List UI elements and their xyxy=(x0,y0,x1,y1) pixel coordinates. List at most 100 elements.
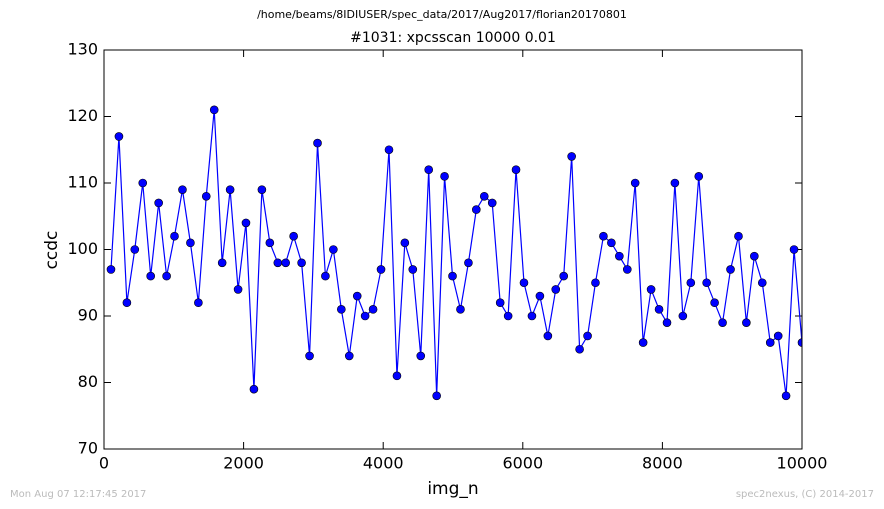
point xyxy=(217,258,227,268)
y-tick-label: 80 xyxy=(78,372,98,391)
point xyxy=(297,258,306,268)
point xyxy=(543,331,553,341)
y-tick-label: 90 xyxy=(78,306,98,325)
point xyxy=(289,231,298,241)
point xyxy=(487,198,497,208)
x-tick-label: 2000 xyxy=(223,454,264,473)
point xyxy=(615,251,624,261)
point xyxy=(106,265,116,274)
point xyxy=(750,251,759,261)
point xyxy=(686,278,696,288)
point xyxy=(789,245,799,254)
point xyxy=(654,305,664,314)
point xyxy=(678,311,688,321)
y-tick-label: 110 xyxy=(67,173,98,192)
point xyxy=(567,152,576,161)
x-axis-label: img_n xyxy=(427,479,478,499)
point xyxy=(368,305,378,314)
point xyxy=(408,265,418,274)
point xyxy=(472,205,481,214)
point xyxy=(511,165,521,174)
point xyxy=(718,318,727,327)
y-axis-label: ccdc xyxy=(42,231,62,270)
y-tick-label: 70 xyxy=(78,439,98,458)
point xyxy=(257,185,267,194)
point xyxy=(638,338,648,347)
point xyxy=(765,338,775,347)
point xyxy=(527,311,537,321)
point xyxy=(757,278,767,288)
point xyxy=(392,371,402,381)
point xyxy=(209,105,219,115)
point xyxy=(797,338,802,347)
point xyxy=(551,285,561,294)
point xyxy=(281,258,290,268)
point xyxy=(233,285,243,294)
point xyxy=(146,271,155,281)
point xyxy=(186,238,195,248)
footer-right: spec2nexus, (C) 2014-2017 xyxy=(736,489,874,500)
point xyxy=(448,271,457,281)
point xyxy=(337,305,346,314)
point xyxy=(321,271,330,281)
point xyxy=(630,178,640,188)
point xyxy=(424,165,434,174)
point xyxy=(138,178,148,188)
point xyxy=(495,298,505,308)
point xyxy=(225,185,235,194)
point xyxy=(591,278,600,288)
y-tick-label: 120 xyxy=(67,106,98,125)
point xyxy=(265,238,275,248)
point xyxy=(575,344,584,354)
point xyxy=(194,298,203,308)
point xyxy=(162,271,171,281)
point xyxy=(734,231,743,241)
point xyxy=(241,218,251,228)
point xyxy=(519,278,529,288)
point xyxy=(607,238,616,248)
point xyxy=(313,138,322,148)
point xyxy=(114,132,124,141)
point xyxy=(352,291,362,301)
point xyxy=(249,384,259,394)
point xyxy=(329,245,338,254)
point xyxy=(273,258,283,268)
point xyxy=(432,391,441,401)
x-tick-label: 0 xyxy=(99,454,109,473)
point xyxy=(670,178,680,188)
point xyxy=(694,172,704,181)
point xyxy=(599,231,608,241)
point xyxy=(154,198,163,208)
point xyxy=(201,192,211,201)
point xyxy=(773,331,783,341)
point xyxy=(726,265,735,274)
point xyxy=(344,351,354,361)
point xyxy=(622,265,632,274)
suptitle: /home/beams/8IDIUSER/spec_data/2017/Aug2… xyxy=(257,8,627,21)
series-line xyxy=(110,109,802,396)
point xyxy=(384,145,394,155)
point xyxy=(503,311,513,321)
point xyxy=(130,245,140,254)
point xyxy=(305,351,314,361)
plot-frame xyxy=(103,49,803,450)
y-tick-label: 130 xyxy=(67,40,98,59)
point xyxy=(583,331,592,341)
point xyxy=(535,291,545,301)
point xyxy=(479,192,489,201)
point xyxy=(122,298,132,308)
point xyxy=(742,318,751,327)
chart-title: #1031: xpcsscan 10000 0.01 xyxy=(350,30,556,46)
point xyxy=(781,391,791,401)
point xyxy=(376,265,386,274)
point xyxy=(464,258,473,268)
x-tick-label: 10000 xyxy=(777,454,828,473)
point xyxy=(702,278,711,288)
point xyxy=(662,318,672,327)
point xyxy=(440,172,449,181)
point xyxy=(416,351,426,361)
point xyxy=(646,285,656,294)
point xyxy=(178,185,187,194)
footer-left: Mon Aug 07 12:17:45 2017 xyxy=(10,489,146,500)
